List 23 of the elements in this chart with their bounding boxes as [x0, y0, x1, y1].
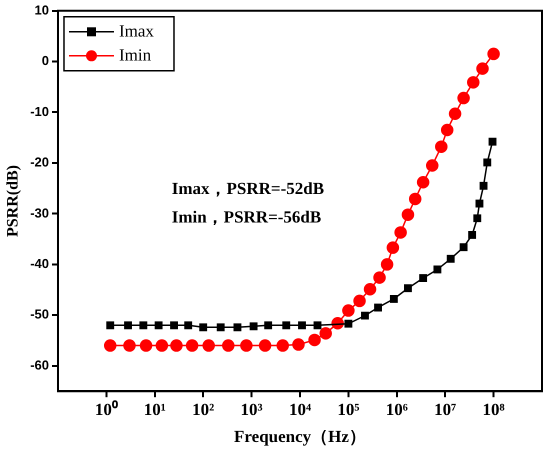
x-tick-label: 10³	[240, 400, 263, 419]
x-tick-label: 10²	[192, 400, 214, 419]
x-tick-label: 10¹	[144, 400, 166, 419]
x-tick-label: 10⁸	[482, 400, 505, 419]
x-tick-label: 10⁰	[94, 400, 118, 419]
y-tick-label: -50	[30, 306, 49, 322]
x-tick-label: 10⁵	[337, 400, 360, 419]
y-tick-label: -40	[30, 256, 49, 271]
annotation: Imin，PSRR=-56dB	[172, 208, 322, 227]
x-axis-title: Frequency（Hz）	[234, 427, 366, 446]
x-tick-label: 10⁶	[386, 400, 408, 419]
legend-label: Imax	[118, 21, 154, 40]
y-tick-label: -10	[30, 104, 49, 119]
y-tick-label: -60	[30, 357, 49, 372]
x-tick-label: 10⁷	[434, 400, 456, 419]
y-tick-label: 10	[34, 2, 49, 18]
y-tick-label: -20	[30, 154, 49, 170]
legend-label: Imin	[118, 45, 152, 64]
y-tick-label: 0	[42, 53, 49, 68]
y-tick-label: -30	[30, 205, 49, 220]
annotation: Imax，PSRR=-52dB	[172, 178, 324, 198]
x-tick-label: 10⁴	[288, 400, 312, 419]
y-axis-title: PSRR(dB)	[4, 164, 22, 238]
